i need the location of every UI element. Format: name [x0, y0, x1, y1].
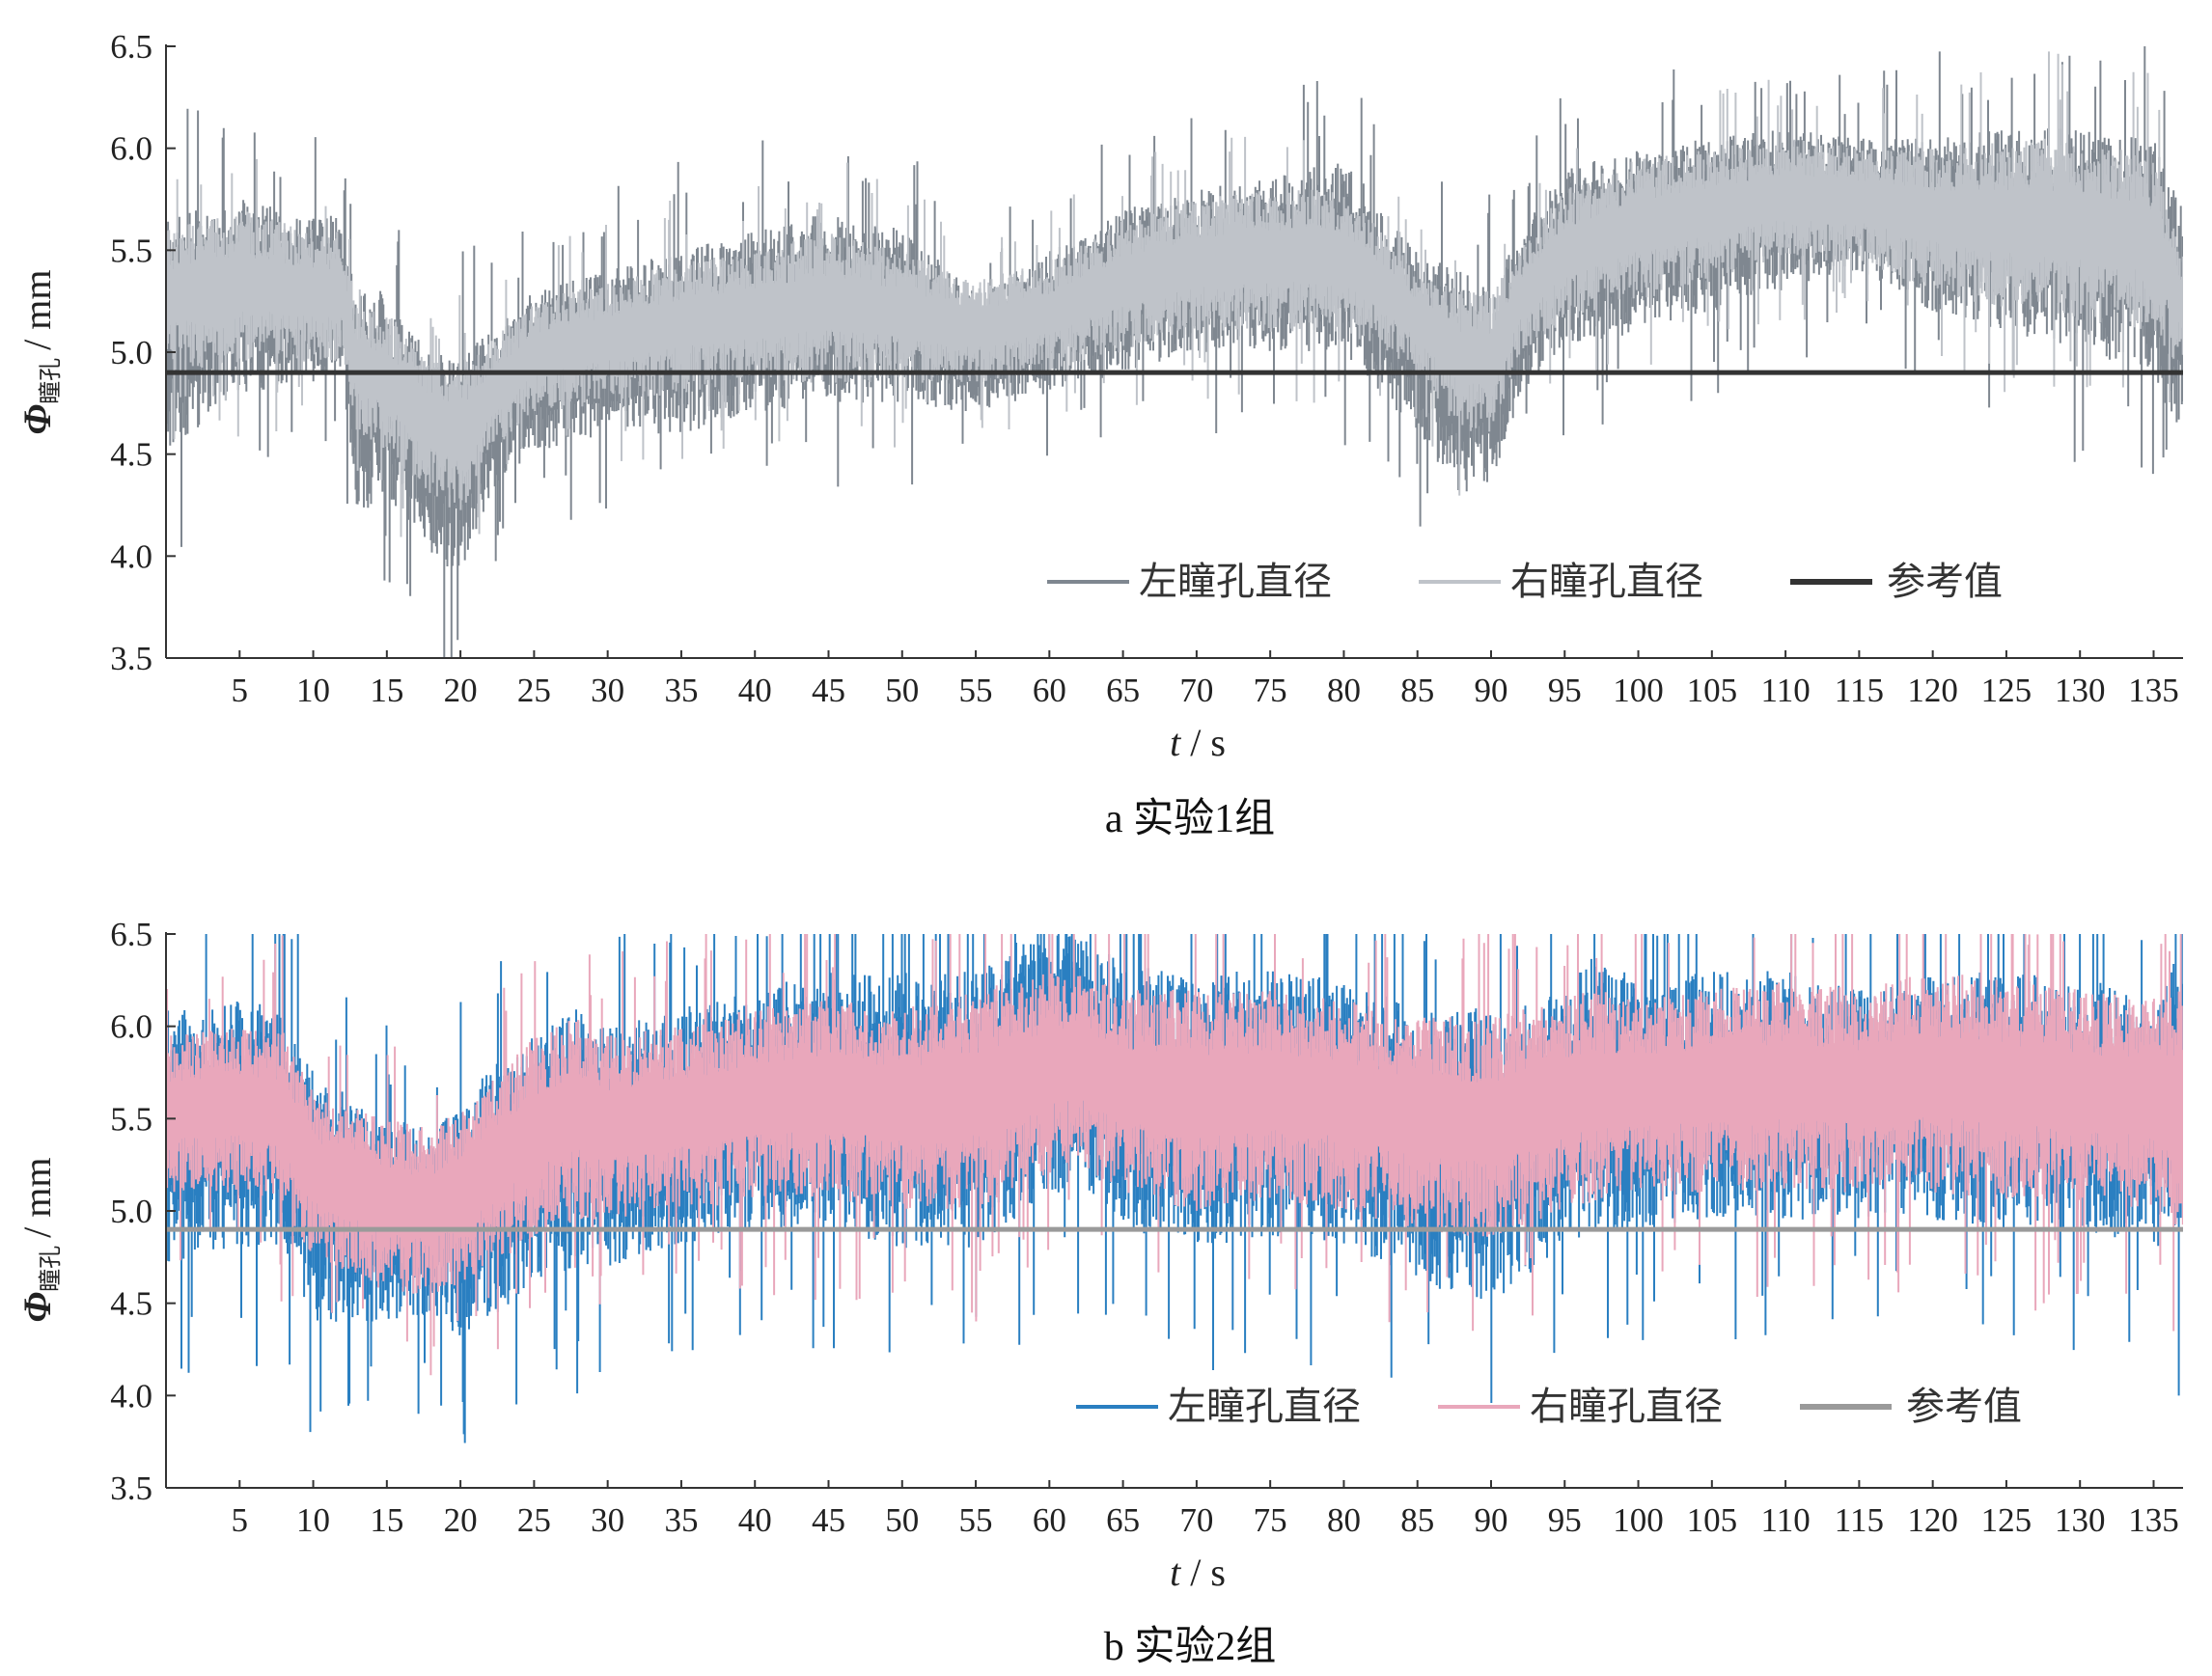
y-axis-title: Φ瞳孔/ mm — [15, 270, 64, 435]
x-tick-label: 115 — [1835, 1501, 1884, 1539]
series-right-pupil-diameter — [166, 51, 2183, 537]
x-tick-label: 115 — [1835, 672, 1884, 709]
y-tick-label: 6.0 — [110, 1008, 152, 1046]
legend-label-right-pupil: 右瞳孔直径 — [1510, 560, 1703, 604]
x-tick-label: 80 — [1327, 672, 1361, 709]
y-tick-label: 5.5 — [110, 1100, 152, 1138]
x-tick-label: 100 — [1613, 672, 1664, 709]
x-tick-label: 40 — [738, 1501, 772, 1539]
y-tick-label: 3.5 — [110, 640, 152, 677]
legend-b: 左瞳孔直径 右瞳孔直径 参考值 — [1076, 1385, 2022, 1429]
x-tick-label: 30 — [591, 1501, 624, 1539]
x-tick-label: 110 — [1761, 1501, 1811, 1539]
panel-caption: a 实验1组 — [1105, 796, 1275, 841]
legend-label-reference: 参考值 — [1906, 1385, 2022, 1429]
y-tick-label: 6.0 — [110, 130, 152, 168]
chart-panel-a: 3.5 4.0 4.5 5.0 5.5 6.0 6.5 5 10 15 20 25 30 35 40 45 50… — [15, 28, 2183, 841]
legend-label-left-pupil: 左瞳孔直径 — [1139, 560, 1332, 604]
x-tick-label: 20 — [444, 672, 478, 709]
chart-panel-b: 3.5 4.0 4.5 5.0 5.5 6.0 6.5 5 10 15 20 25 30 35 40 45 50… — [15, 916, 2183, 1669]
x-tick-label: 60 — [1033, 1501, 1066, 1539]
x-tick-label: 120 — [1907, 1501, 1958, 1539]
x-tick-label: 5 — [232, 1501, 249, 1539]
series-layer-b — [166, 934, 2183, 1443]
x-tick-label: 55 — [959, 672, 993, 709]
x-tick-label: 15 — [370, 672, 403, 709]
x-tick-label: 75 — [1254, 672, 1287, 709]
series-right-pupil-diameter — [166, 934, 2183, 1376]
y-tick-label: 5.5 — [110, 232, 152, 269]
axis-labels-a: t / s Φ瞳孔/ mm a 实验1组 — [15, 270, 1275, 841]
x-tick-label: 120 — [1907, 672, 1958, 709]
x-tick-label: 70 — [1179, 672, 1213, 709]
x-tick-label: 10 — [296, 1501, 330, 1539]
x-tick-label: 55 — [959, 1501, 993, 1539]
legend-label-right-pupil: 右瞳孔直径 — [1530, 1385, 1723, 1429]
x-tick-label: 25 — [517, 1501, 551, 1539]
x-tick-label: 50 — [885, 1501, 919, 1539]
y-tick-label: 6.5 — [110, 28, 152, 66]
y-tick-label: 4.0 — [110, 537, 152, 575]
legend-label-reference: 参考值 — [1887, 560, 2003, 604]
x-tick-label: 85 — [1400, 672, 1434, 709]
x-tick-label: 20 — [444, 1501, 478, 1539]
y-tick-label: 4.5 — [110, 1285, 152, 1323]
x-tick-label: 90 — [1474, 1501, 1507, 1539]
x-tick-label: 5 — [232, 672, 249, 709]
y-tick-label: 4.0 — [110, 1377, 152, 1415]
x-tick-label: 90 — [1474, 672, 1507, 709]
x-tick-label: 10 — [296, 672, 330, 709]
y-axis-title: Φ瞳孔/ mm — [15, 1158, 64, 1323]
y-tick-label: 6.5 — [110, 916, 152, 953]
y-tick-label: 3.5 — [110, 1470, 152, 1507]
x-tick-label: 105 — [1687, 1501, 1738, 1539]
panel-caption: b 实验2组 — [1104, 1624, 1277, 1669]
y-tick-label: 5.0 — [110, 1193, 152, 1230]
x-tick-label: 25 — [517, 672, 551, 709]
x-tick-label: 95 — [1548, 1501, 1582, 1539]
x-tick-label: 45 — [812, 672, 845, 709]
x-tick-label: 30 — [591, 672, 624, 709]
x-tick-label: 95 — [1548, 672, 1582, 709]
y-tick-label: 4.5 — [110, 436, 152, 474]
axis-labels-b: t / s Φ瞳孔/ mm b 实验2组 — [15, 1158, 1276, 1669]
legend-label-left-pupil: 左瞳孔直径 — [1168, 1385, 1361, 1429]
x-tick-label: 65 — [1106, 672, 1140, 709]
legend-a: 左瞳孔直径 右瞳孔直径 参考值 — [1047, 560, 2003, 604]
x-tick-label: 45 — [812, 1501, 845, 1539]
x-tick-label: 130 — [2055, 1501, 2106, 1539]
x-tick-label: 40 — [738, 672, 772, 709]
x-tick-label: 60 — [1033, 672, 1066, 709]
x-tick-label: 80 — [1327, 1501, 1361, 1539]
series-layer-a — [166, 46, 2183, 658]
x-tick-label: 100 — [1613, 1501, 1664, 1539]
axes-layer-b: 3.5 4.0 4.5 5.0 5.5 6.0 6.5 5 10 15 20 25 30 35 40 45 50… — [110, 916, 2183, 1539]
x-tick-label: 35 — [664, 672, 698, 709]
x-tick-label: 65 — [1106, 1501, 1140, 1539]
x-tick-label: 35 — [664, 1501, 698, 1539]
x-axis-title: t / s — [1170, 1551, 1226, 1594]
axes-layer-a: 3.5 4.0 4.5 5.0 5.5 6.0 6.5 5 10 15 20 25 30 35 40 45 50… — [110, 28, 2183, 709]
x-tick-label: 75 — [1254, 1501, 1287, 1539]
x-axis-title: t / s — [1170, 721, 1226, 764]
x-tick-label: 50 — [885, 672, 919, 709]
x-tick-label: 130 — [2055, 672, 2106, 709]
x-tick-label: 125 — [1981, 672, 2032, 709]
x-tick-label: 70 — [1179, 1501, 1213, 1539]
x-tick-label: 135 — [2128, 672, 2179, 709]
x-tick-label: 15 — [370, 1501, 403, 1539]
x-tick-label: 105 — [1687, 672, 1738, 709]
x-tick-label: 135 — [2128, 1501, 2179, 1539]
y-tick-label: 5.0 — [110, 334, 152, 371]
x-tick-label: 110 — [1761, 672, 1811, 709]
x-tick-label: 85 — [1400, 1501, 1434, 1539]
x-tick-label: 125 — [1981, 1501, 2032, 1539]
